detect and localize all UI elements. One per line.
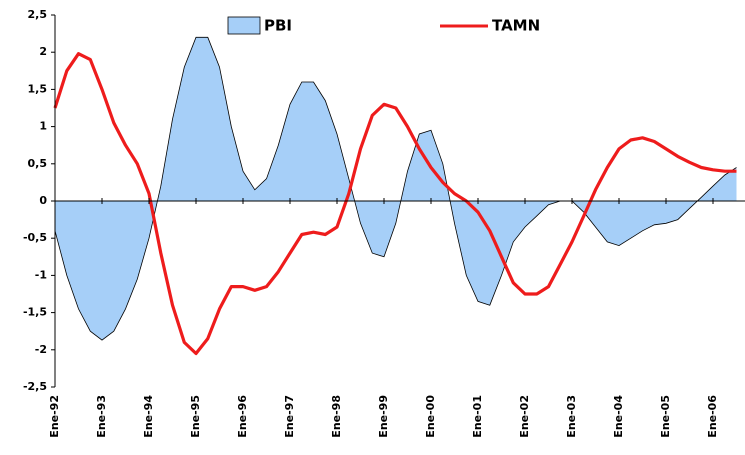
x-tick-label: Ene-06: [706, 395, 719, 438]
legend-label: TAMN: [492, 17, 540, 35]
y-tick-label: 2,5: [28, 8, 48, 21]
x-tick-label: Ene-95: [189, 395, 202, 438]
x-tick-label: Ene-05: [659, 395, 672, 438]
x-tick-label: Ene-94: [142, 395, 155, 438]
x-tick-label: Ene-92: [48, 395, 61, 438]
line: [53, 52, 737, 356]
x-tick-label: Ene-00: [424, 395, 437, 438]
legend: PBI TAMN: [227, 16, 540, 35]
y-tick-label: -0,5: [23, 231, 47, 244]
x-tick-label: Ene-02: [518, 395, 531, 438]
y-tick-label: 1: [39, 120, 47, 133]
x-tick-label: Ene-99: [377, 395, 390, 438]
x-tick-label: Ene-01: [471, 395, 484, 438]
x-tick-label: Ene-97: [283, 395, 296, 438]
y-tick-label: 1,5: [28, 82, 48, 95]
area-edge: [54, 36, 737, 341]
y-tick-label: -2: [35, 343, 47, 356]
x-tick-label: Ene-04: [612, 395, 625, 438]
x-tick-label: Ene-98: [330, 395, 343, 438]
y-tick-label: 0,5: [28, 157, 48, 170]
y-tick-label: 2: [39, 45, 47, 58]
y-tick-label: 0: [39, 194, 47, 207]
y-tick-label: -2,5: [23, 380, 47, 393]
x-tick-label: Ene-96: [236, 395, 249, 438]
x-tick-label: Ene-93: [95, 395, 108, 438]
area: [55, 37, 737, 341]
y-tick-label: -1,5: [23, 306, 47, 319]
legend-swatch: [227, 16, 261, 35]
y-tick-label: -1: [35, 268, 47, 281]
legend-label: PBI: [264, 17, 292, 35]
x-tick-label: Ene-03: [565, 395, 578, 438]
